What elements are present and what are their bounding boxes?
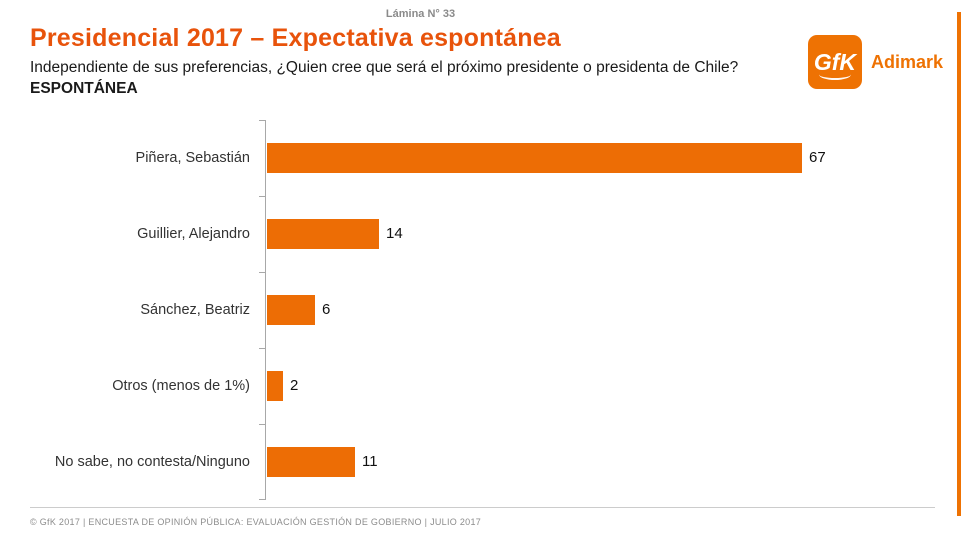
slide-number: Lámina N° 33 xyxy=(385,8,456,20)
bar-area: 2 xyxy=(258,370,299,401)
gfk-adimark-logo: GfK Adimark xyxy=(807,25,943,100)
right-accent-strip xyxy=(957,12,961,516)
footer-text: © GfK 2017 | ENCUESTA DE OPINIÓN PÚBLICA… xyxy=(30,517,482,527)
axis-tick xyxy=(259,195,266,197)
value-label: 67 xyxy=(809,149,826,167)
axis-tick xyxy=(259,119,266,121)
chart-row: Sánchez, Beatriz 6 xyxy=(30,272,933,348)
gfk-logo-text: GfK xyxy=(813,48,857,75)
value-label: 11 xyxy=(362,453,378,471)
page-title: Presidencial 2017 – Expectativa espontán… xyxy=(30,24,561,52)
bar-chart: Piñera, Sebastián 67 Guillier, Alejandro 14… xyxy=(30,119,933,500)
chart-row: Otros (menos de 1%) 2 xyxy=(30,348,933,424)
header: Presidencial 2017 – Expectativa espontán… xyxy=(0,20,961,100)
category-label: No sabe, no contesta/Ninguno xyxy=(54,453,250,470)
header-text: Presidencial 2017 – Expectativa espontán… xyxy=(30,22,808,100)
subtitle-text: Independiente de sus preferencias, ¿Quie… xyxy=(30,59,739,76)
bar xyxy=(267,446,355,477)
category-label: Piñera, Sebastián xyxy=(135,149,250,166)
gfk-logo-icon: GfK xyxy=(807,35,862,90)
axis-tick xyxy=(259,271,266,273)
bar xyxy=(267,142,802,173)
footer-divider xyxy=(30,507,935,508)
chart-row: Guillier, Alejandro 14 xyxy=(30,196,933,272)
value-label: 6 xyxy=(322,301,331,319)
bar xyxy=(267,370,283,401)
category-label: Sánchez, Beatriz xyxy=(140,301,250,318)
category-label: Otros (menos de 1%) xyxy=(112,377,250,394)
bar-area: 11 xyxy=(258,446,378,477)
axis-tick xyxy=(259,498,266,500)
value-label: 14 xyxy=(386,225,403,243)
adimark-logo-text: Adimark xyxy=(870,51,943,72)
subtitle-bold: ESPONTÁNEA xyxy=(30,79,138,97)
chart-rows: Piñera, Sebastián 67 Guillier, Alejandro 14… xyxy=(30,120,933,500)
value-label: 2 xyxy=(290,377,299,395)
subtitle: Independiente de sus preferencias, ¿Quie… xyxy=(30,58,808,100)
bar xyxy=(267,218,379,249)
axis-tick xyxy=(259,423,266,425)
chart-row: No sabe, no contesta/Ninguno 11 xyxy=(30,424,933,500)
bar-area: 67 xyxy=(258,142,826,173)
bar xyxy=(267,294,315,325)
category-label: Guillier, Alejandro xyxy=(137,225,250,242)
bar-area: 14 xyxy=(258,218,403,249)
chart-row: Piñera, Sebastián 67 xyxy=(30,120,933,196)
y-axis-line xyxy=(265,119,266,500)
bar-area: 6 xyxy=(258,294,331,325)
axis-tick xyxy=(259,347,266,349)
